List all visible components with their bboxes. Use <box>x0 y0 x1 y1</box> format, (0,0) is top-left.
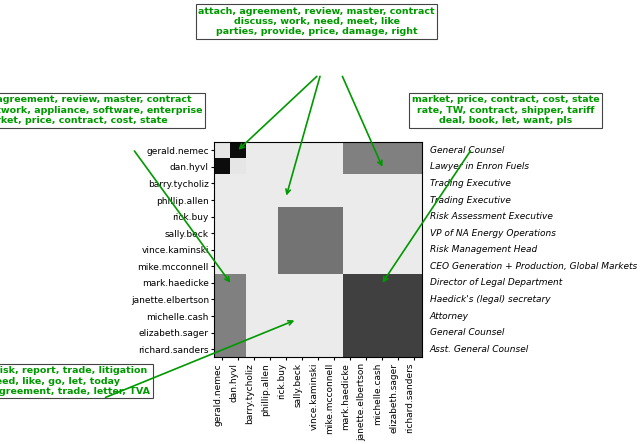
Text: Risk Management Head: Risk Management Head <box>430 245 537 254</box>
Text: General Counsel: General Counsel <box>430 328 504 337</box>
Text: legal, risk, report, trade, litigation
need, like, go, let, today
issue, agreeme: legal, risk, report, trade, litigation n… <box>0 366 150 396</box>
Text: Director of Legal Department: Director of Legal Department <box>430 278 562 287</box>
Text: attach, agreement, review, master, contract
discuss, work, need, meet, like
part: attach, agreement, review, master, contr… <box>198 7 435 36</box>
Text: Trading Executive: Trading Executive <box>430 179 511 188</box>
Text: Attorney: Attorney <box>430 312 468 321</box>
Text: Trading Executive: Trading Executive <box>430 195 511 205</box>
Text: Risk Assessment Executive: Risk Assessment Executive <box>430 212 552 221</box>
Text: CEO Generation + Production, Global Markets: CEO Generation + Production, Global Mark… <box>430 262 637 271</box>
Text: Asst. General Counsel: Asst. General Counsel <box>430 345 529 353</box>
Text: General Counsel: General Counsel <box>430 146 504 155</box>
Text: attach, agreement, review, master, contract
TIBCO, network, appliance, software,: attach, agreement, review, master, contr… <box>0 95 203 125</box>
Text: Haedick's (legal) secretary: Haedick's (legal) secretary <box>430 295 550 304</box>
Text: market, price, contract, cost, state
rate, TW, contract, shipper, tariff
deal, b: market, price, contract, cost, state rat… <box>412 95 600 125</box>
Text: VP of NA Energy Operations: VP of NA Energy Operations <box>430 229 556 238</box>
Text: Lawyer in Enron Fuels: Lawyer in Enron Fuels <box>430 163 529 171</box>
